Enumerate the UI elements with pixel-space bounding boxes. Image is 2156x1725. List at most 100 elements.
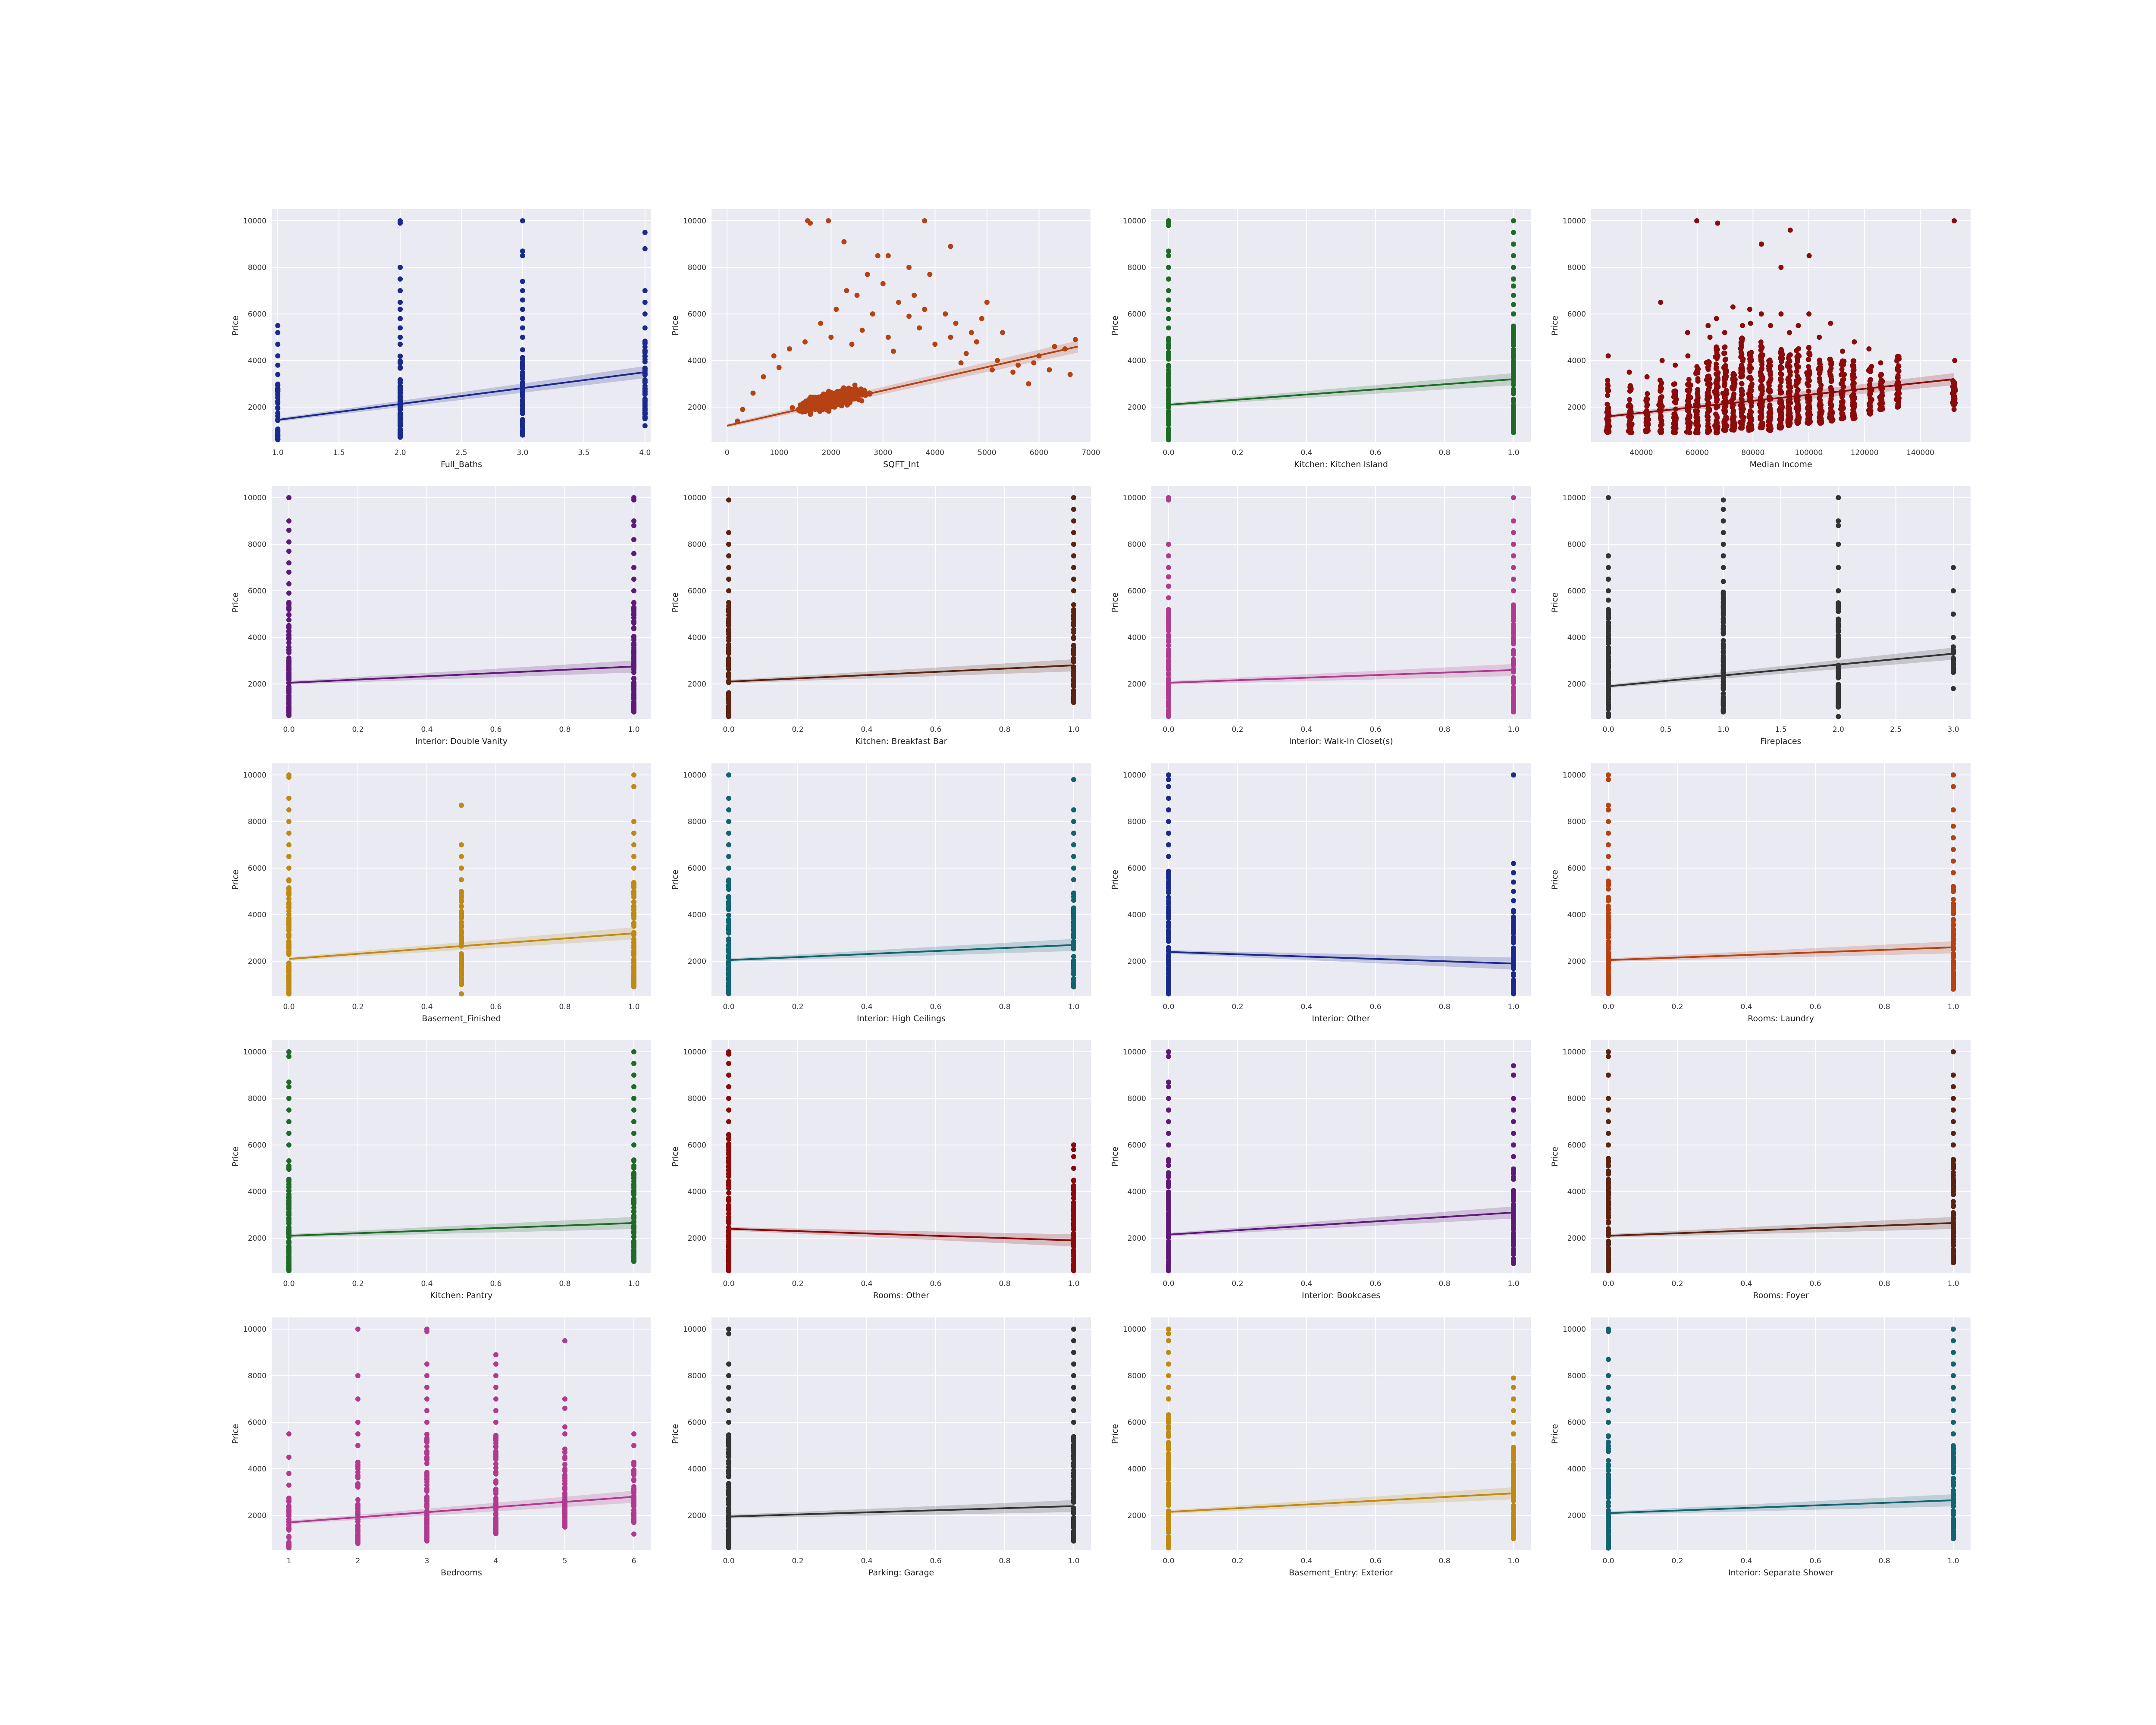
data-point (1166, 345, 1171, 351)
data-point (642, 392, 648, 397)
data-point (1606, 981, 1611, 987)
data-point (1166, 383, 1171, 389)
x-tick-label: 0.6 (930, 1003, 941, 1011)
data-point (1849, 363, 1855, 369)
data-point (1787, 352, 1793, 358)
data-point (1511, 518, 1516, 524)
data-point (631, 637, 636, 643)
data-point (631, 951, 636, 957)
data-point (1785, 377, 1791, 383)
data-point (1818, 405, 1824, 411)
data-point (631, 842, 636, 847)
data-point (1166, 353, 1171, 359)
data-point (1511, 706, 1516, 712)
data-point (1895, 401, 1901, 407)
data-point (1606, 553, 1611, 558)
data-point (1722, 410, 1727, 416)
data-point (1166, 297, 1171, 303)
data-point (1817, 400, 1823, 406)
data-point (1686, 415, 1692, 420)
data-point (520, 253, 525, 258)
data-point (520, 402, 525, 408)
data-point (1166, 632, 1171, 638)
data-point (631, 675, 636, 681)
plot-background (711, 209, 1091, 442)
data-point (826, 218, 831, 223)
data-point (726, 796, 731, 801)
data-point (1511, 879, 1516, 885)
y-tick-label: 2000 (248, 957, 266, 966)
data-point (642, 359, 648, 364)
x-tick-label: 0.6 (1369, 448, 1381, 457)
data-point (1695, 423, 1701, 429)
data-point (1166, 784, 1171, 789)
data-point (927, 272, 933, 277)
data-point (1071, 919, 1076, 925)
data-point (1767, 408, 1773, 414)
data-point (802, 339, 808, 345)
data-point (1951, 823, 1956, 829)
data-point (286, 772, 291, 778)
data-point (1829, 378, 1834, 384)
data-point (1071, 984, 1076, 989)
data-point (631, 495, 636, 500)
x-tick-label: 2.5 (1890, 725, 1902, 734)
data-point (896, 300, 901, 305)
data-point (1842, 372, 1847, 377)
y-axis-label: Price (1110, 316, 1120, 336)
data-point (1166, 276, 1171, 282)
data-point (286, 975, 291, 981)
data-point (459, 955, 464, 960)
data-point (1951, 969, 1956, 975)
data-point (1723, 363, 1728, 368)
data-point (1166, 422, 1171, 427)
data-point (1672, 423, 1677, 429)
data-point (984, 300, 990, 305)
data-point (917, 325, 922, 331)
data-point (1166, 962, 1171, 967)
data-point (1166, 316, 1171, 321)
data-point (1796, 406, 1801, 411)
data-point (1071, 615, 1076, 621)
data-point (286, 661, 291, 666)
x-tick-label: 0.5 (1660, 725, 1672, 734)
data-point (286, 942, 291, 947)
data-point (1071, 565, 1076, 570)
x-tick-label: 100000 (1795, 448, 1823, 457)
data-point (1606, 772, 1611, 778)
data-point (1836, 523, 1841, 528)
data-point (843, 389, 848, 395)
y-tick-label: 6000 (1128, 864, 1146, 873)
data-point (1720, 565, 1726, 570)
data-point (1606, 831, 1611, 836)
data-point (726, 565, 731, 570)
data-point (1880, 379, 1885, 384)
data-point (1739, 351, 1745, 357)
data-point (1606, 894, 1611, 900)
data-point (642, 423, 648, 429)
data-point (1793, 383, 1799, 388)
data-point (1511, 916, 1516, 921)
data-point (953, 320, 959, 326)
data-point (1071, 966, 1076, 972)
x-tick-label: 4.0 (639, 448, 651, 457)
x-tick-label: 0.4 (861, 725, 872, 734)
data-point (726, 854, 731, 859)
x-tick-label: 1.5 (333, 448, 345, 457)
data-point (841, 385, 846, 391)
x-tick-label: 0.0 (283, 725, 295, 734)
data-point (1796, 323, 1801, 328)
data-point (726, 953, 731, 958)
data-point (1606, 692, 1611, 697)
data-point (1739, 411, 1744, 416)
data-point (1778, 311, 1784, 317)
data-point (1071, 588, 1076, 593)
data-point (1720, 497, 1726, 503)
y-axis-label: Price (671, 593, 680, 612)
data-point (1166, 663, 1171, 669)
data-point (631, 906, 636, 912)
data-point (1805, 405, 1810, 411)
data-point (1829, 393, 1834, 398)
data-point (1684, 429, 1689, 435)
